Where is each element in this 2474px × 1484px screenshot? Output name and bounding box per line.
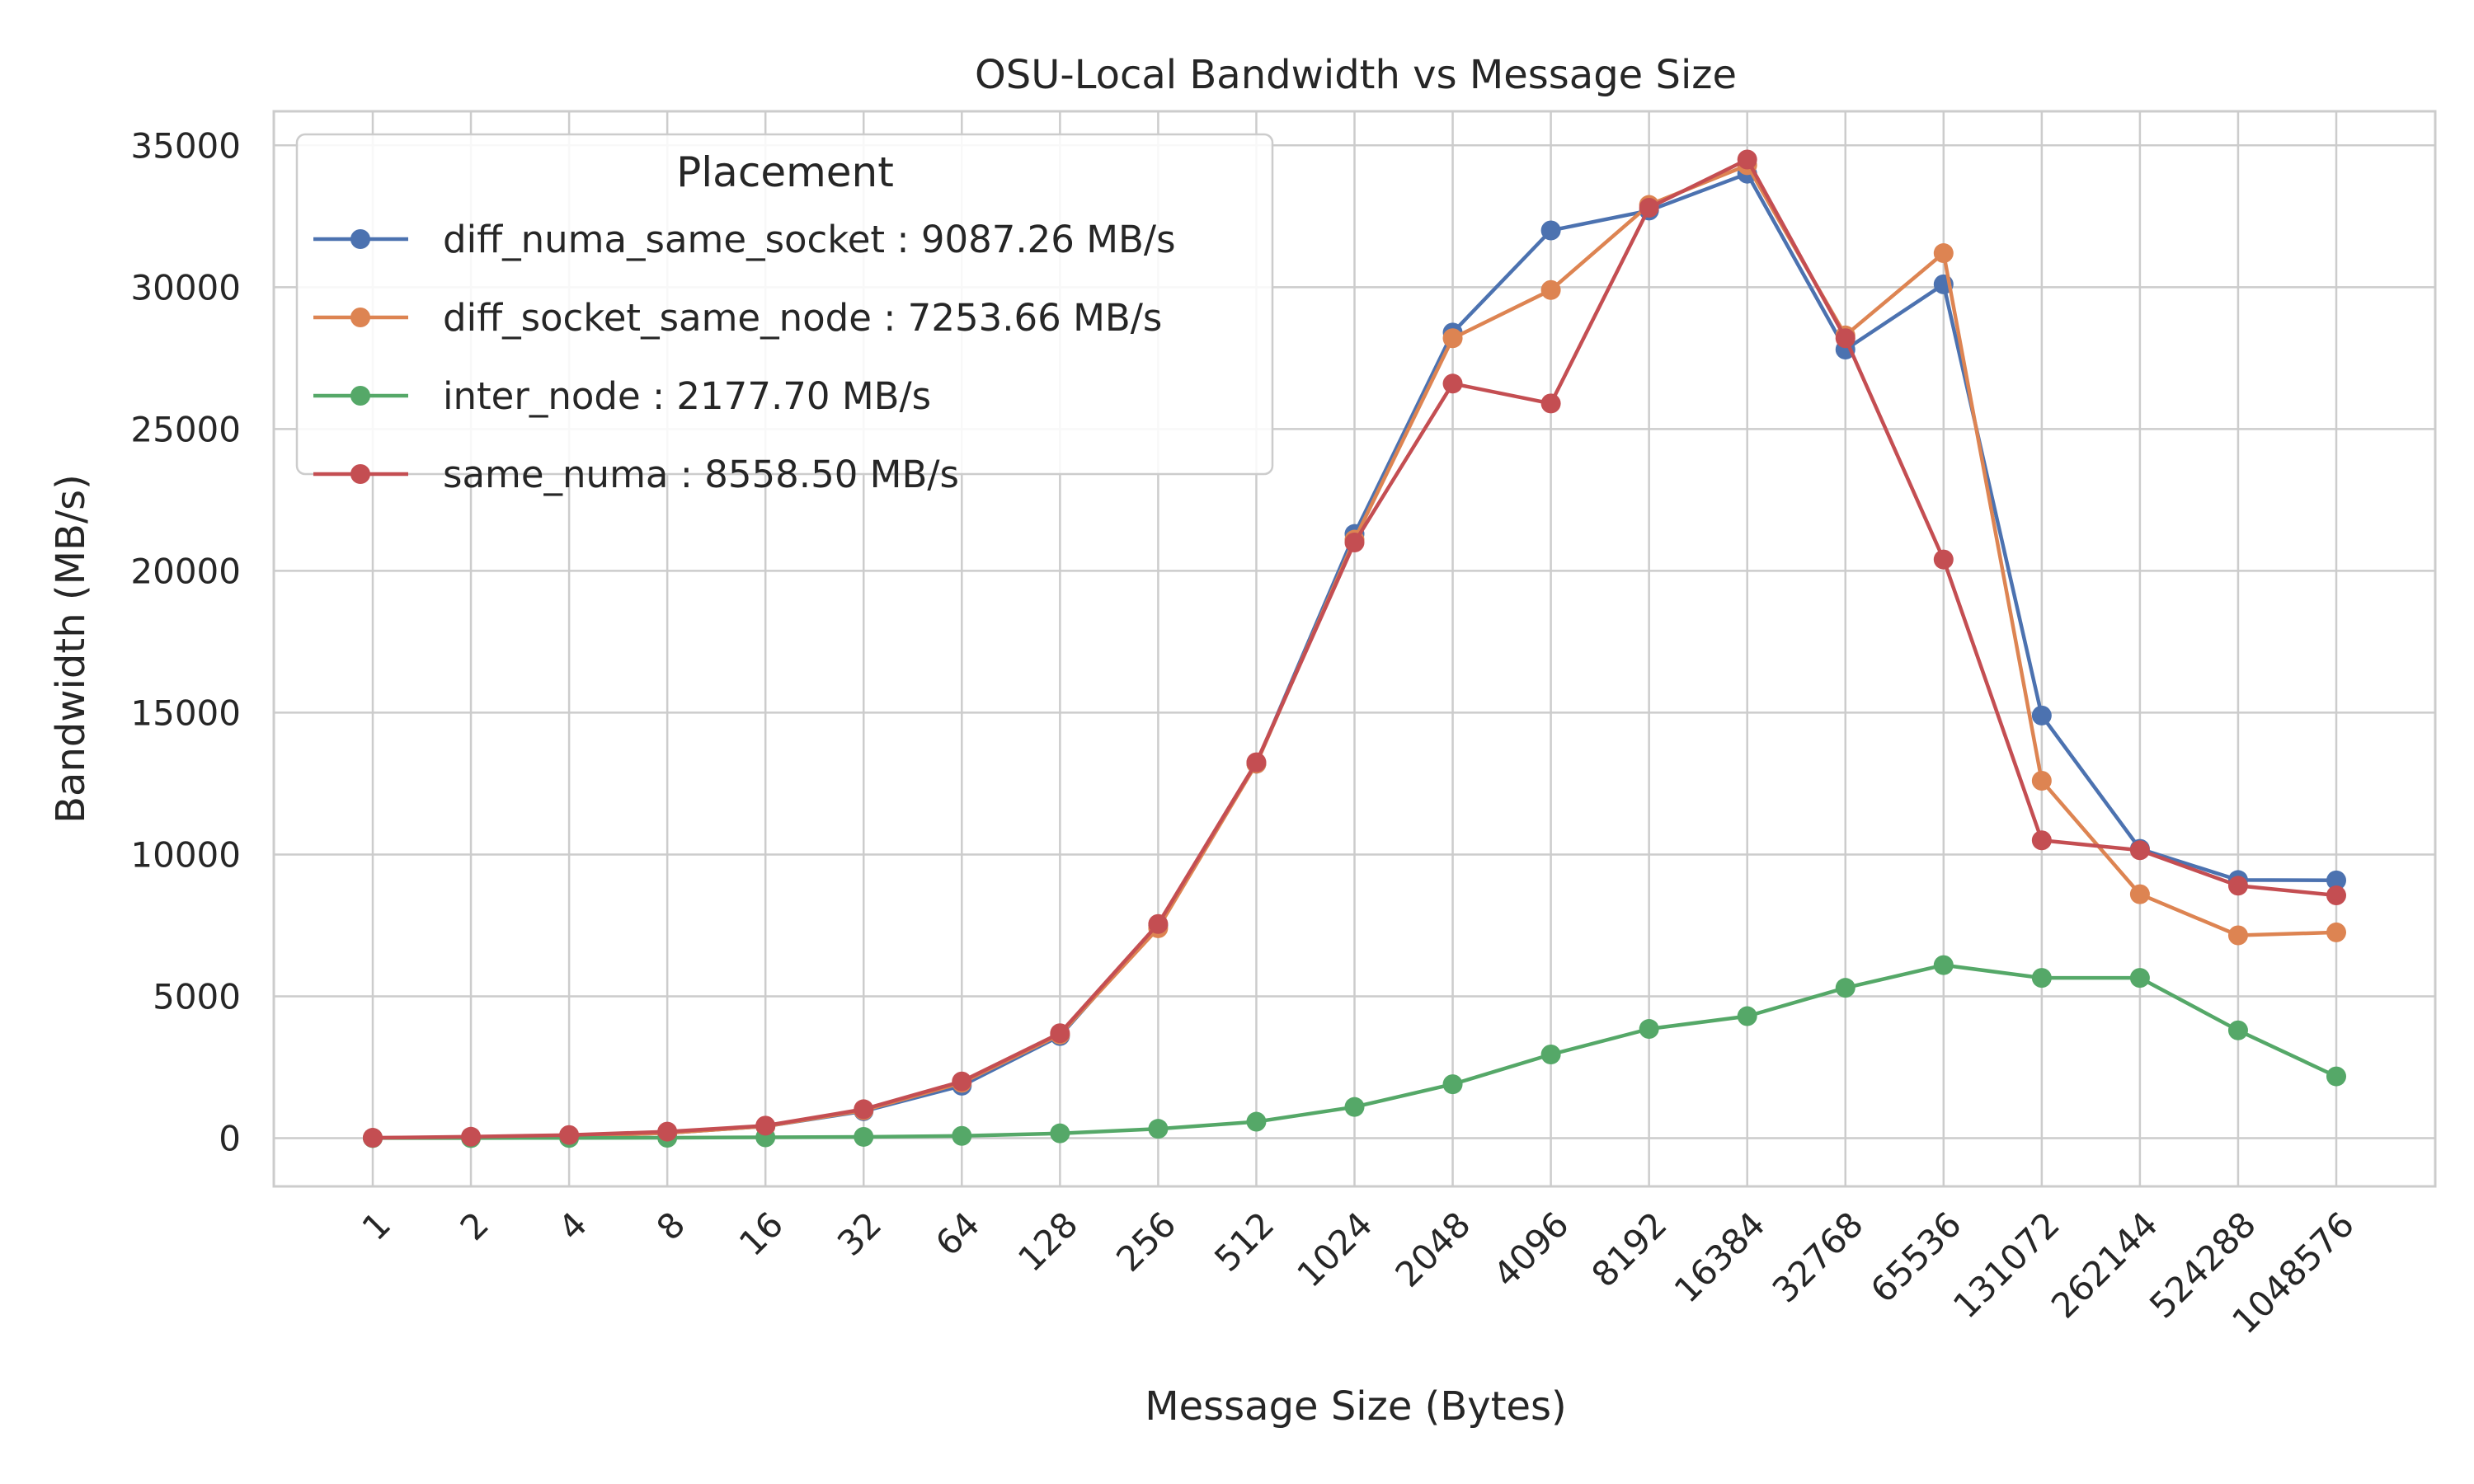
y-tick-label: 20000	[130, 551, 241, 591]
legend-label: same_numa : 8558.50 MB/s	[443, 453, 959, 496]
x-tick-label: 256	[1108, 1204, 1183, 1279]
x-tick-label: 8	[649, 1204, 694, 1248]
x-tick-label: 4096	[1485, 1204, 1576, 1294]
legend-marker	[350, 229, 370, 249]
data-point	[854, 1126, 874, 1147]
data-point	[363, 1128, 383, 1148]
y-tick-label: 10000	[130, 834, 241, 875]
legend-item: diff_numa_same_socket : 9087.26 MB/s	[313, 218, 1176, 261]
x-tick-label: 32768	[1765, 1204, 1871, 1310]
data-point	[1835, 978, 1856, 998]
y-tick-label: 35000	[130, 125, 241, 166]
y-tick-label: 0	[219, 1119, 241, 1159]
x-tick-label: 1024	[1289, 1204, 1380, 1294]
data-point	[2227, 1020, 2248, 1040]
legend-item: same_numa : 8558.50 MB/s	[313, 453, 959, 496]
data-point	[1737, 149, 1757, 170]
x-tick-label: 8192	[1583, 1204, 1674, 1294]
legend-label: diff_numa_same_socket : 9087.26 MB/s	[443, 218, 1176, 261]
data-point	[2326, 885, 2346, 906]
data-point	[854, 1099, 874, 1120]
y-tick-label: 25000	[130, 409, 241, 449]
data-point	[1442, 373, 1463, 394]
data-point	[2129, 884, 2150, 904]
data-point	[1933, 549, 1954, 570]
legend-marker	[350, 386, 370, 406]
series-layer	[363, 149, 2346, 1148]
data-point	[2129, 968, 2150, 989]
data-point	[2227, 925, 2248, 946]
data-point	[2031, 968, 2052, 989]
legend-title: Placement	[676, 148, 894, 196]
data-point	[1835, 328, 1856, 349]
y-axis-label: Bandwidth (MB/s)	[48, 474, 94, 824]
y-tick-label: 5000	[153, 976, 241, 1017]
x-axis: 1 2 4 8 16 32 64 128 256 512 1024 2048 4096 819216384…	[355, 1204, 2363, 1341]
data-point	[1933, 955, 1954, 975]
x-tick-label: 2048	[1387, 1204, 1478, 1294]
data-point	[1246, 752, 1267, 773]
data-point	[2031, 830, 2052, 851]
data-point	[1442, 328, 1463, 349]
data-point	[1344, 532, 1365, 552]
y-tick-label: 15000	[130, 693, 241, 733]
legend-marker	[350, 464, 370, 484]
data-point	[1933, 243, 1954, 264]
data-point	[755, 1115, 776, 1136]
data-point	[2129, 840, 2150, 861]
legend-marker	[350, 308, 370, 327]
data-point	[1246, 1111, 1267, 1132]
data-point	[2031, 770, 2052, 791]
x-tick-label: 131072	[1945, 1204, 2067, 1326]
x-tick-label: 512	[1206, 1204, 1282, 1279]
x-tick-label: 32	[830, 1204, 889, 1263]
x-tick-label: 16384	[1667, 1204, 1773, 1310]
data-point	[1639, 197, 1659, 218]
x-tick-label: 2	[453, 1204, 497, 1248]
y-axis: 0 5000 10000 15000 20000 25000 30000 35000	[130, 125, 241, 1158]
data-point	[1050, 1023, 1070, 1044]
data-point	[1639, 1019, 1659, 1040]
data-point	[1442, 1074, 1463, 1095]
data-point	[461, 1126, 482, 1147]
legend-item: inter_node : 2177.70 MB/s	[313, 374, 931, 418]
data-point	[952, 1125, 972, 1146]
data-point	[2326, 1066, 2346, 1087]
legend-label: diff_socket_same_node : 7253.66 MB/s	[443, 296, 1162, 340]
legend-items: diff_numa_same_socket : 9087.26 MB/s diff…	[313, 218, 1176, 496]
data-point	[2031, 705, 2052, 726]
data-point	[657, 1121, 678, 1142]
x-tick-label: 4	[551, 1204, 595, 1248]
data-point	[1737, 1006, 1757, 1026]
data-point	[1540, 393, 1561, 414]
data-point	[952, 1071, 972, 1092]
data-point	[2326, 870, 2346, 890]
series-3	[363, 149, 2346, 1148]
data-point	[1148, 1119, 1169, 1139]
data-point	[2326, 922, 2346, 942]
data-point	[1148, 913, 1169, 934]
x-tick-label: 262144	[2044, 1204, 2166, 1326]
x-tick-label: 1	[355, 1204, 399, 1248]
x-tick-label: 16	[731, 1204, 791, 1263]
data-point	[559, 1125, 580, 1145]
x-tick-label: 128	[1010, 1204, 1085, 1279]
legend-box	[295, 133, 1274, 476]
data-point	[1050, 1123, 1070, 1144]
plot-frame	[272, 110, 2437, 1188]
x-axis-label: Message Size (Bytes)	[1145, 1383, 1567, 1430]
x-tick-label: 64	[928, 1204, 987, 1263]
y-tick-label: 30000	[130, 267, 241, 308]
legend-item: diff_socket_same_node : 7253.66 MB/s	[313, 296, 1162, 340]
chart-title: OSU-Local Bandwidth vs Message Size	[975, 52, 1737, 98]
legend: Placement diff_numa_same_socket : 9087.2…	[295, 133, 1274, 496]
data-point	[2227, 876, 2248, 896]
data-point	[1540, 279, 1561, 300]
data-point	[1540, 220, 1561, 241]
data-point	[1540, 1045, 1561, 1065]
legend-label: inter_node : 2177.70 MB/s	[443, 374, 931, 418]
data-point	[1344, 1097, 1365, 1117]
